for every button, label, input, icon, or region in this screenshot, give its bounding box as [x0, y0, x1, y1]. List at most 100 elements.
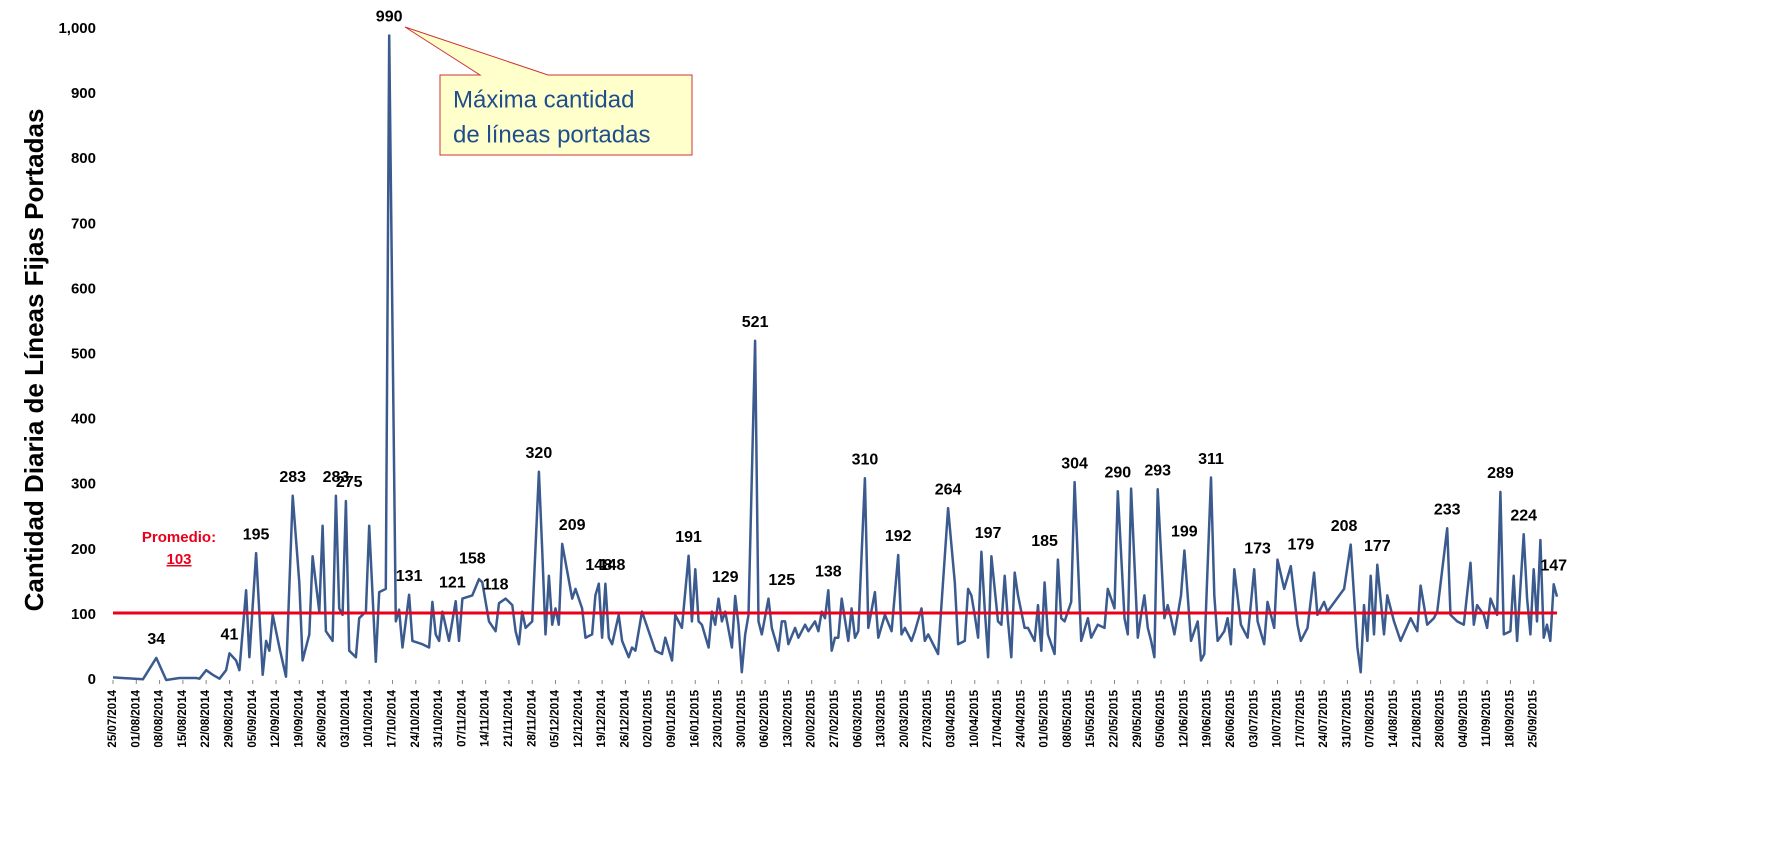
x-tick-label: 20/03/2015 [899, 689, 911, 747]
data-label: 121 [439, 574, 466, 591]
data-label: 179 [1287, 537, 1314, 554]
data-label: 148 [599, 557, 626, 574]
x-tick-label: 14/08/2015 [1388, 689, 1400, 747]
y-tick-label: 200 [71, 541, 96, 558]
x-tick-label: 19/06/2015 [1202, 689, 1214, 747]
x-tick-label: 12/09/2014 [270, 689, 282, 747]
x-tick-label: 17/04/2015 [992, 689, 1004, 747]
x-tick-label: 27/03/2015 [922, 689, 934, 747]
x-tick-label: 08/08/2014 [154, 689, 166, 747]
data-label: 283 [279, 469, 306, 486]
x-tick-label: 26/09/2014 [317, 689, 329, 747]
x-tick-label: 20/02/2015 [806, 689, 818, 747]
x-tick-label: 19/09/2014 [293, 689, 305, 747]
data-label: 275 [336, 474, 363, 491]
x-tick-label: 22/05/2015 [1109, 689, 1121, 747]
x-tick-label: 23/01/2015 [713, 689, 725, 747]
data-label: 197 [975, 525, 1002, 542]
x-tick-label: 13/03/2015 [876, 689, 888, 747]
data-label: 224 [1510, 507, 1537, 524]
y-tick-label: 700 [71, 215, 96, 232]
x-tick-label: 25/09/2015 [1528, 689, 1540, 747]
y-tick-label: 600 [71, 280, 96, 297]
callout-box [404, 26, 693, 156]
x-tick-label: 31/10/2014 [433, 689, 445, 747]
x-tick-label: 07/08/2015 [1365, 689, 1377, 747]
x-tick-label: 10/04/2015 [969, 689, 981, 747]
x-tick-label: 27/02/2015 [829, 689, 841, 747]
data-label: 34 [147, 631, 165, 648]
average-value: 103 [166, 551, 191, 568]
x-tick-label: 11/09/2015 [1481, 689, 1493, 747]
x-tick-label: 28/11/2014 [526, 689, 538, 747]
x-tick-label: 15/05/2015 [1085, 689, 1097, 747]
callout-line: de líneas portadas [453, 121, 650, 148]
x-tick-label: 28/08/2015 [1435, 689, 1447, 747]
data-label: 138 [815, 563, 842, 580]
y-tick-label: 800 [71, 150, 96, 167]
data-label: 209 [559, 517, 586, 534]
x-tick-label: 26/06/2015 [1225, 689, 1237, 747]
data-label: 233 [1434, 502, 1461, 519]
x-tick-label: 03/04/2015 [945, 689, 957, 747]
x-tick-label: 26/12/2014 [619, 689, 631, 747]
x-tick-label: 01/05/2015 [1039, 689, 1051, 747]
y-tick-label: 100 [71, 606, 96, 623]
data-line [112, 34, 1559, 682]
data-label: 264 [935, 481, 962, 498]
x-tick-label: 12/06/2015 [1178, 689, 1190, 747]
x-tick-label: 29/08/2014 [223, 689, 235, 747]
y-tick-label: 1,000 [58, 20, 96, 37]
data-label: 148 [585, 557, 612, 574]
data-label: 311 [1198, 451, 1224, 468]
data-label: 158 [459, 550, 486, 567]
x-tick-label: 24/10/2014 [410, 689, 422, 747]
x-tick-label: 16/01/2015 [689, 689, 701, 747]
x-tick-label: 03/07/2015 [1248, 689, 1260, 747]
callout: Máxima cantidad de líneas portadas [404, 26, 693, 156]
x-tick-label: 10/10/2014 [363, 689, 375, 747]
x-tick-label: 30/01/2015 [736, 689, 748, 747]
data-label: 185 [1031, 533, 1058, 550]
x-tick-label: 12/12/2014 [573, 689, 585, 747]
x-tick-label: 17/10/2014 [387, 689, 399, 747]
y-tick-label: 300 [71, 476, 96, 493]
data-label: 118 [483, 576, 509, 593]
data-label: 147 [1540, 558, 1567, 575]
x-tick-label: 21/08/2015 [1411, 689, 1423, 747]
x-tick-label: 05/09/2014 [247, 689, 259, 747]
y-tick-label: 400 [71, 411, 96, 428]
x-tick-label: 21/11/2014 [503, 689, 515, 747]
x-tick-label: 25/07/2014 [107, 689, 119, 747]
average-label: Promedio: [142, 529, 216, 546]
x-tick-label: 13/02/2015 [782, 689, 794, 747]
data-label: 320 [526, 445, 553, 462]
data-label: 199 [1171, 524, 1198, 541]
x-tick-label: 24/07/2015 [1318, 689, 1330, 747]
y-tick-label: 500 [71, 345, 96, 362]
x-tick-label: 09/01/2015 [666, 689, 678, 747]
data-label: 283 [323, 469, 350, 486]
x-tick-label: 06/02/2015 [759, 689, 771, 747]
x-tick-label: 05/12/2014 [550, 689, 562, 747]
data-label: 41 [221, 627, 239, 644]
data-label: 208 [1331, 518, 1358, 535]
x-tick-label: 15/08/2014 [177, 689, 189, 747]
data-label: 192 [885, 528, 912, 545]
data-label: 173 [1244, 541, 1271, 558]
data-label: 177 [1364, 538, 1391, 555]
x-tick-label: 07/11/2014 [456, 689, 468, 747]
data-label: 191 [675, 529, 702, 546]
x-tick-label: 06/03/2015 [852, 689, 864, 747]
x-tick-label: 18/09/2015 [1504, 689, 1516, 747]
data-label: 195 [243, 526, 270, 543]
y-tick-label: 0 [88, 671, 96, 688]
x-tick-label: 29/05/2015 [1132, 689, 1144, 747]
x-tick-label: 22/08/2014 [200, 689, 212, 747]
x-tick-label: 03/10/2014 [340, 689, 352, 747]
data-label: 304 [1061, 455, 1088, 472]
data-label: 310 [852, 451, 879, 468]
x-tick-label: 05/06/2015 [1155, 689, 1167, 747]
data-label: 129 [712, 569, 739, 586]
data-label: 289 [1487, 465, 1514, 482]
